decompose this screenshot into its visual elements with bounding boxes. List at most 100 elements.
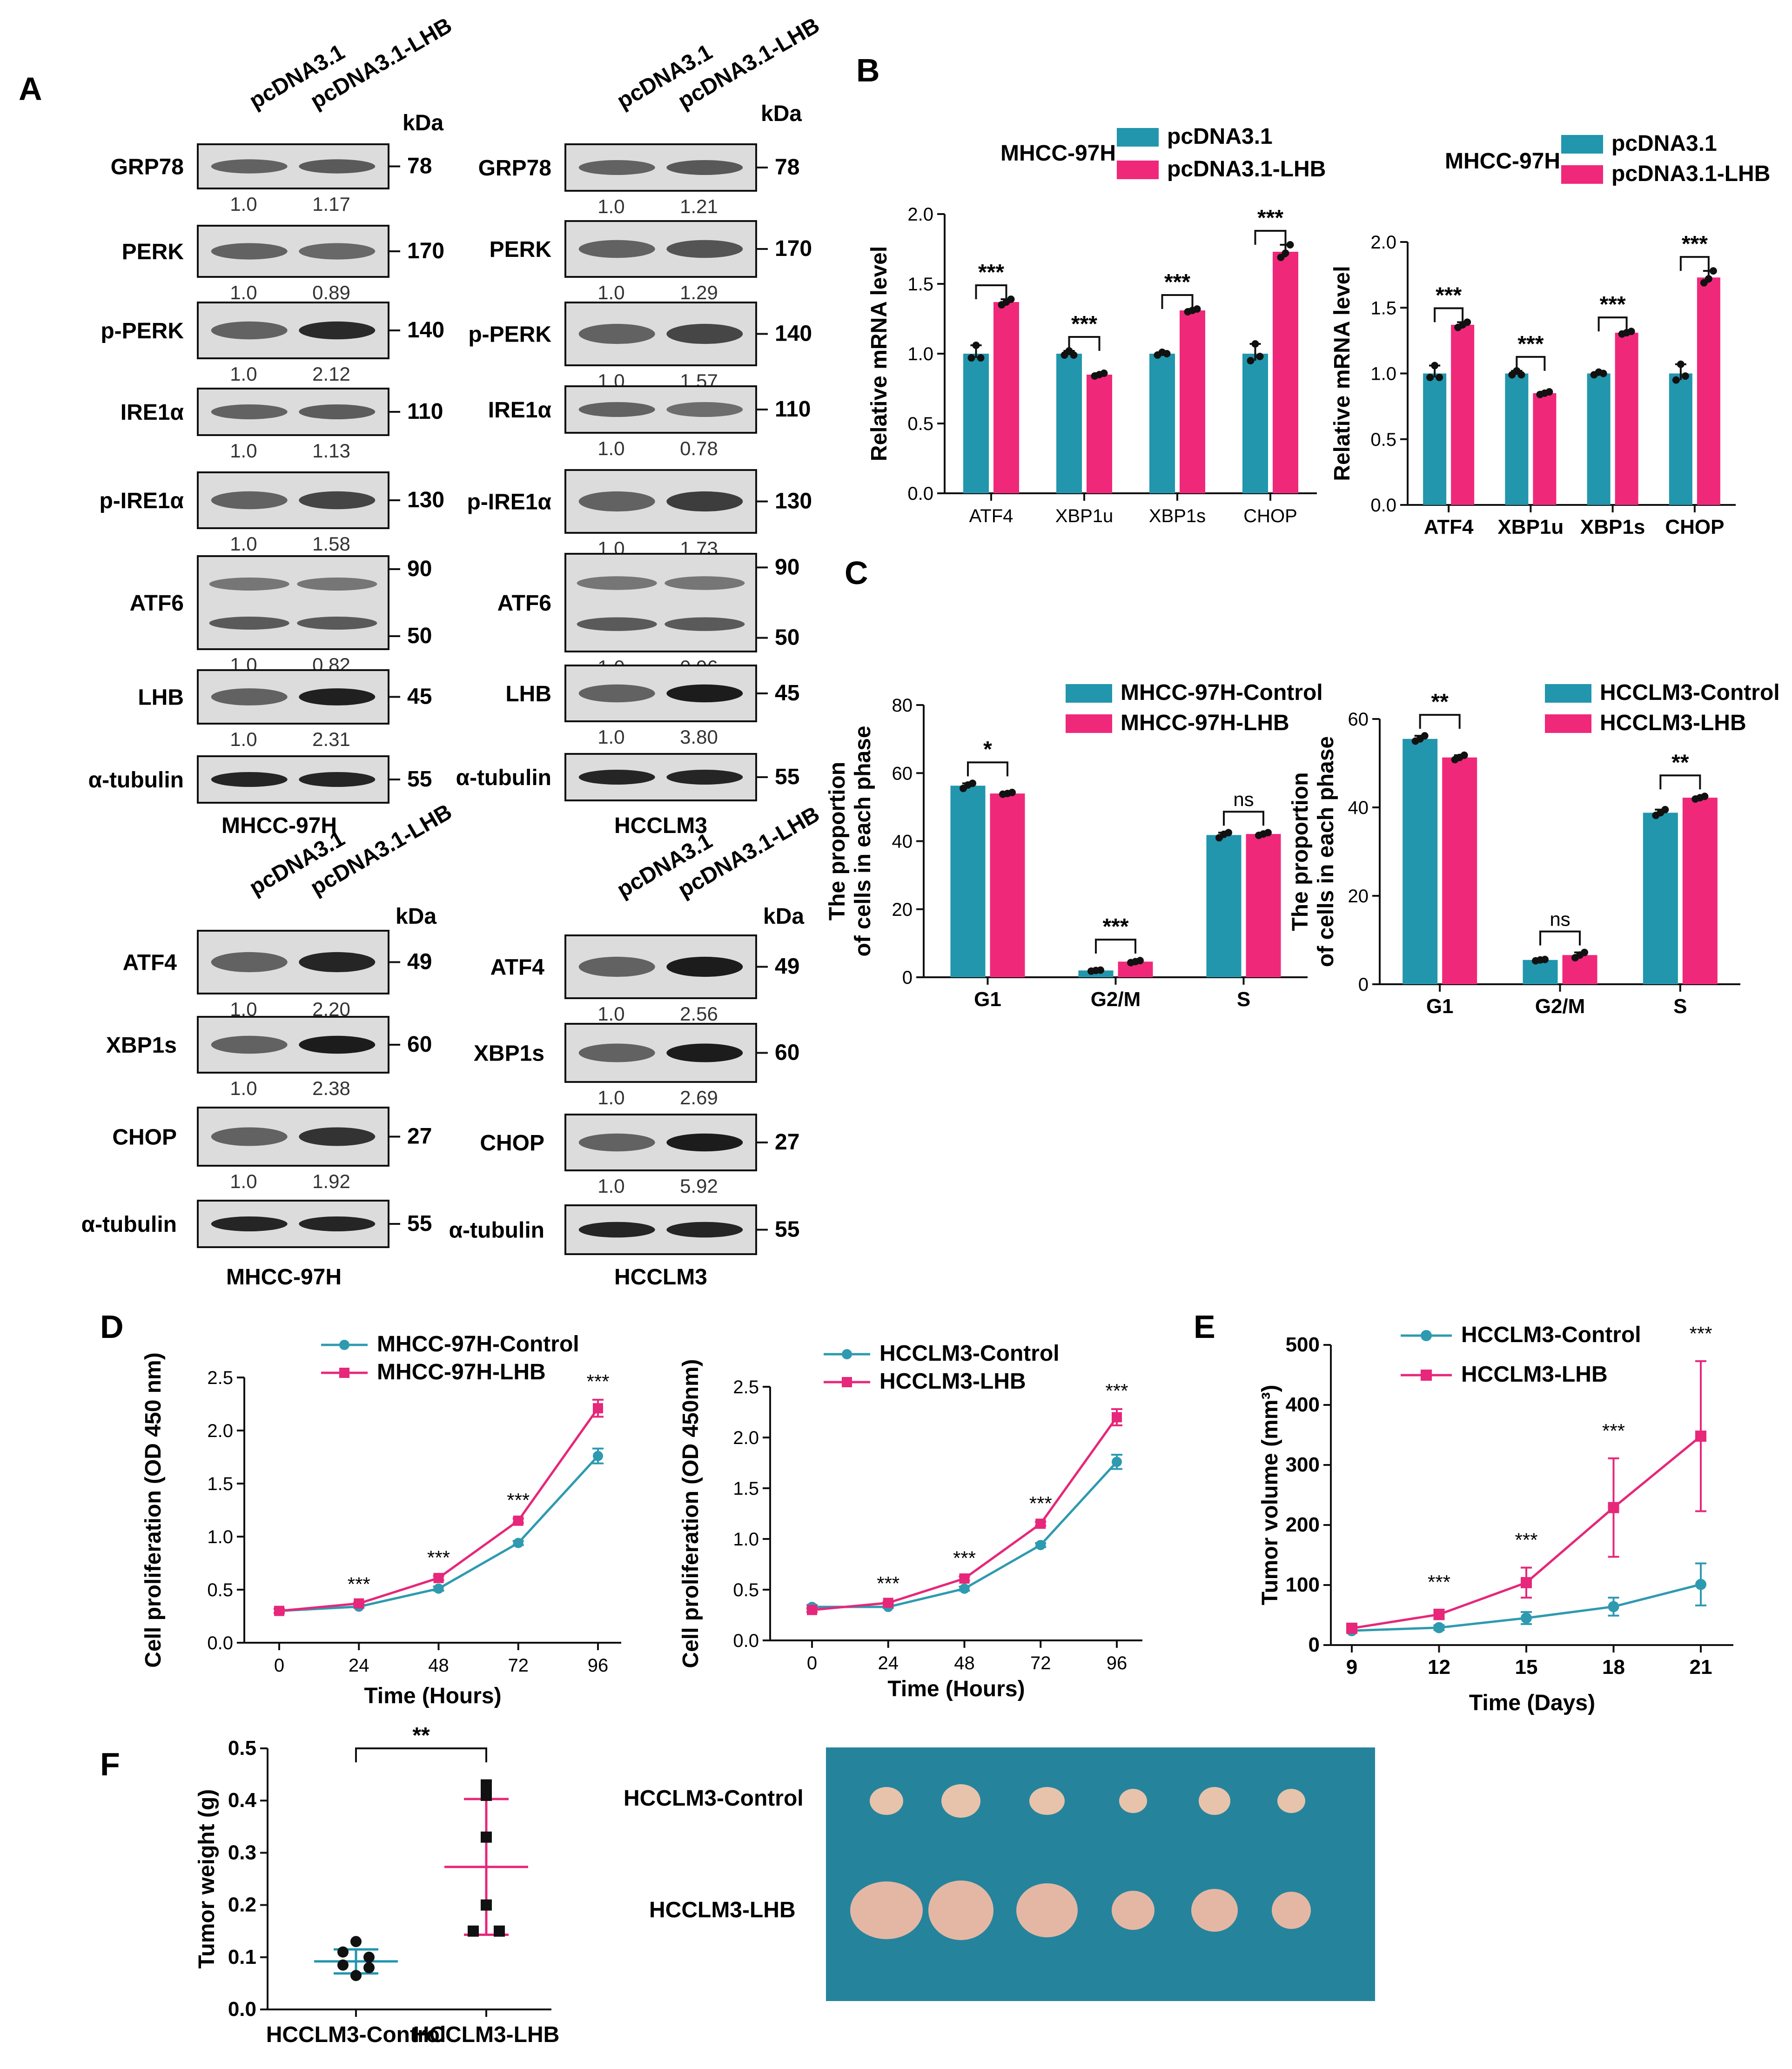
band-tr-1-0 — [578, 240, 655, 258]
band-br-3-1 — [666, 1222, 743, 1238]
band-tl-1-0 — [211, 243, 288, 260]
point-chB1-1-3-1 — [1282, 249, 1289, 257]
point-chB2-1-0-2 — [1463, 318, 1471, 326]
panel-label-c: C — [845, 555, 868, 591]
point-chB1-0-3-2 — [1256, 353, 1264, 360]
legend-label-chC2-1: HCCLM3-LHB — [1600, 711, 1746, 735]
sig-chC1-1: *** — [1102, 914, 1128, 939]
chart-b-right: 0.0 0.5 1.0 1.5 2.0 ATF4 *** XBP1u *** XBP1s *** CH… — [1330, 131, 1770, 538]
mw-label-br-3: 55 — [775, 1217, 799, 1242]
marker-chE-1-2 — [1521, 1577, 1532, 1588]
marker-chE-0-1 — [1433, 1622, 1445, 1633]
quant-tl-0-0: 1.0 — [230, 193, 257, 215]
mw-label-tl-6: 45 — [407, 685, 432, 709]
mw-label-bl-0: 49 — [407, 950, 432, 974]
sig-chD1-1: *** — [348, 1573, 370, 1595]
mw-label-tr-0: 78 — [775, 155, 799, 180]
x-tick-label-chB1-2: XBP1s — [1149, 506, 1206, 526]
protein-label-tr-3: IRE1α — [488, 398, 552, 423]
legend-swatch-chB2-1 — [1561, 165, 1603, 184]
y-tick-label-chD2-2: 1.0 — [733, 1529, 759, 1550]
marker-chD2-1-4 — [1112, 1412, 1122, 1423]
marker-chE-1-0 — [1346, 1622, 1357, 1634]
y-tick-label-chD1-4: 2.0 — [207, 1421, 233, 1441]
cell-line-label-tl: MHCC-97H — [221, 813, 337, 838]
cell-line-label-bl: MHCC-97H — [226, 1265, 342, 1290]
bar-chC2-0-2 — [1643, 813, 1678, 984]
legend-swatch-chC1-0 — [1066, 684, 1112, 703]
kda-label-bl: kDa — [396, 904, 436, 929]
band-br-0-0 — [578, 956, 655, 977]
chart-e: 0 100 200 300 400 500 9 12 15 18 21 *** *** *** *** Tim… — [1258, 1323, 1733, 1715]
band-tr-5-1-1 — [664, 617, 745, 631]
panel-label-d: D — [100, 1309, 124, 1345]
protein-label-bl-3: α-tubulin — [81, 1212, 177, 1237]
sig-chB2-0: *** — [1436, 283, 1462, 308]
point-chB1-0-3-0 — [1247, 357, 1255, 364]
photo-row-label-lhb: HCCLM3-LHB — [649, 1898, 796, 1922]
marker-chD1-0-4 — [593, 1451, 603, 1461]
protein-label-br-1: XBP1s — [474, 1041, 544, 1066]
y-tick-label-chF-1: 0.1 — [228, 1946, 256, 1968]
x-tick-label-chB1-3: CHOP — [1243, 506, 1297, 526]
legend-marker-chD2-0 — [842, 1349, 852, 1359]
protein-label-tl-3: IRE1α — [121, 400, 184, 425]
point-chF-1-1 — [481, 1789, 492, 1801]
marker-chE-0-4 — [1695, 1579, 1706, 1590]
marker-chD1-0-3 — [513, 1538, 524, 1548]
band-bl-2-0 — [211, 1127, 288, 1146]
quant-tr-6-1: 3.80 — [680, 726, 718, 748]
point-chB1-0-0-1 — [972, 342, 980, 349]
sig-chB1-1: *** — [1071, 312, 1097, 336]
protein-label-bl-2: CHOP — [112, 1125, 177, 1150]
point-chB2-0-0-0 — [1426, 373, 1434, 381]
band-tl-2-1 — [299, 321, 376, 340]
bar-chB2-0-2 — [1587, 373, 1611, 505]
mw-label-tr-2: 140 — [775, 322, 812, 346]
y-tick-label-chB2-0: 0.0 — [1370, 495, 1396, 516]
y-tick-label-chB1-2: 1.0 — [907, 344, 933, 364]
marker-chD2-0-2 — [959, 1583, 970, 1594]
quant-tl-0-1: 1.17 — [312, 193, 350, 215]
band-tr-3-0 — [578, 402, 655, 417]
point-chF-1-4 — [468, 1925, 479, 1937]
point-chC1-0-1-2 — [1097, 966, 1104, 974]
x-tick-label-chE-4: 21 — [1690, 1656, 1712, 1679]
quant-bl-2-0: 1.0 — [230, 1170, 257, 1192]
band-tr-2-0 — [578, 323, 655, 344]
chart-d-left: 0.0 0.5 1.0 1.5 2.0 2.5 0 24 48 72 96 *** *** *** *** T… — [141, 1332, 621, 1708]
y-tick-label-chE-5: 500 — [1286, 1333, 1320, 1356]
bar-chB1-0-1 — [1056, 354, 1082, 493]
band-tr-4-0 — [578, 491, 655, 512]
legend-label-chD2-1: HCCLM3-LHB — [879, 1369, 1026, 1394]
legend-marker-chD1-1 — [339, 1368, 349, 1378]
band-br-2-1 — [666, 1133, 743, 1152]
quant-br-2-1: 5.92 — [680, 1175, 718, 1197]
legend-label-chD1-1: MHCC-97H-LHB — [377, 1360, 546, 1384]
bar-chC2-1-1 — [1562, 955, 1597, 984]
bar-chB1-0-0 — [963, 354, 989, 493]
mw-label-tr-4: 130 — [775, 489, 812, 514]
marker-chE-0-3 — [1608, 1601, 1619, 1612]
point-chB1-0-0-0 — [967, 354, 975, 362]
legend-swatch-chB2-0 — [1561, 135, 1603, 154]
sig-bracket-chC1-1 — [1095, 939, 1136, 954]
bar-chC2-1-2 — [1682, 798, 1718, 984]
photo-background — [826, 1747, 1375, 2001]
sig-chC2-2: ** — [1671, 750, 1689, 775]
point-chF-0-4 — [363, 1962, 375, 1974]
band-tr-6-0 — [578, 684, 655, 703]
band-tr-0-1 — [666, 160, 743, 175]
protein-label-tl-4: p-IRE1α — [99, 489, 184, 513]
point-chB2-0-1-2 — [1517, 371, 1525, 379]
protein-label-tl-2: p-PERK — [101, 319, 184, 343]
point-chB2-1-3-1 — [1705, 275, 1712, 283]
mw-label-br-2: 27 — [775, 1130, 799, 1155]
band-tr-0-0 — [578, 160, 655, 175]
marker-chD2-1-3 — [1035, 1518, 1046, 1529]
y-tick-label-chC1-3: 60 — [892, 763, 913, 784]
marker-chE-1-4 — [1695, 1431, 1706, 1442]
y-tick-label-chD2-4: 2.0 — [733, 1428, 759, 1448]
bar-chC2-1-0 — [1442, 757, 1477, 984]
quant-tl-6-1: 2.31 — [312, 728, 350, 750]
